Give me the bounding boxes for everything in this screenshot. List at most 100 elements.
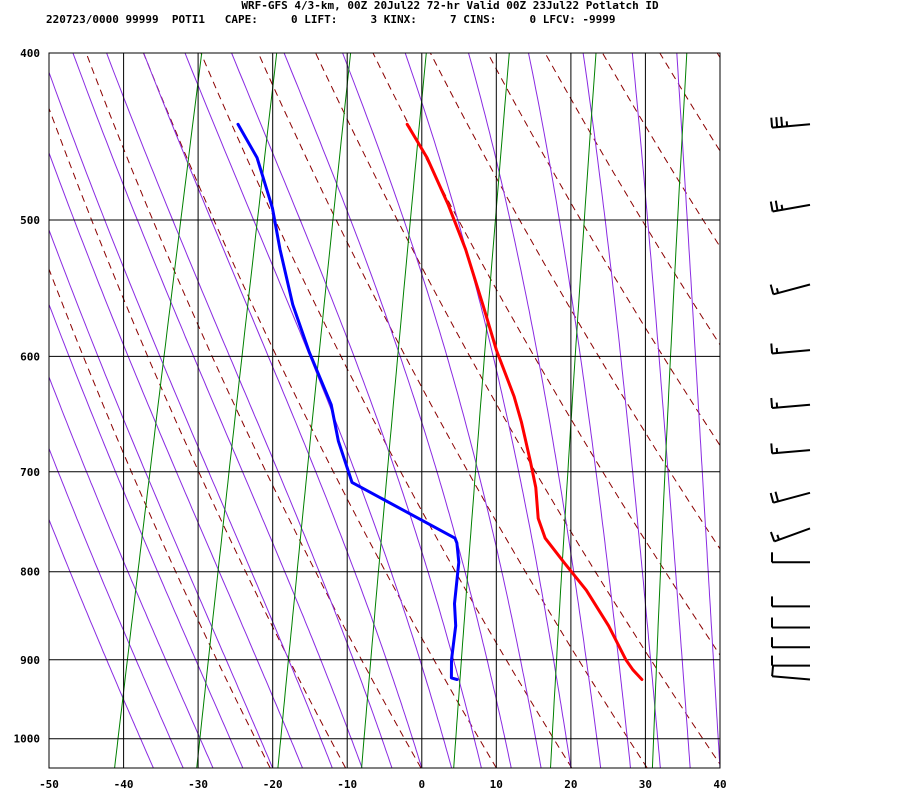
- moist-adiabat-line: [72, 53, 363, 768]
- temperature-tick-label: -40: [114, 778, 134, 791]
- wind-barb-shaft: [772, 349, 811, 355]
- wind-barb: [771, 666, 811, 681]
- mixing-ratio-line: [550, 53, 597, 768]
- wind-barb: [769, 200, 811, 213]
- temperature-tick-label: -10: [337, 778, 357, 791]
- pressure-axis: 400 500 600 700 800 900 1000: [14, 47, 41, 746]
- sounding-indices: 220723/0000 99999 POTI1 CAPE: 0 LIFT: 3 …: [46, 13, 616, 26]
- dry-adiabat-line: [716, 53, 720, 59]
- mixing-ratio-line: [851, 34, 863, 768]
- temperature-tick-label: 40: [713, 778, 726, 791]
- moist-adiabat-line: [467, 53, 602, 768]
- temperature-tick-label: -30: [188, 778, 208, 791]
- wind-barb: [769, 283, 811, 296]
- dry-adiabat-line: [601, 53, 720, 248]
- moist-adiabat-line: [49, 151, 303, 768]
- temperature-profile: [405, 122, 644, 681]
- moist-adiabat-line: [49, 447, 184, 768]
- dry-adiabat-line: [372, 53, 720, 656]
- wind-barb-flag: [769, 284, 775, 295]
- dry-adiabat-line: [85, 53, 422, 768]
- temperature-tick-label: 0: [418, 778, 425, 791]
- moist-adiabat-line: [631, 53, 691, 768]
- wind-barb-shaft: [772, 123, 811, 129]
- wind-barb-shaft: [772, 675, 811, 681]
- pressure-tick-label: 400: [20, 47, 40, 60]
- grid-lines: [48, 52, 721, 768]
- moist-adiabat-line: [404, 53, 572, 768]
- moist-adiabat-line: [676, 53, 720, 768]
- pressure-tick-label: 600: [20, 350, 40, 363]
- wind-barb-flag: [771, 666, 774, 677]
- wind-barb: [771, 596, 810, 608]
- sounding-profiles: [236, 122, 644, 681]
- moist-adiabat-line: [527, 53, 631, 768]
- dry-adiabat-line: [429, 53, 720, 550]
- wind-barb-flag: [769, 492, 775, 503]
- temperature-tick-label: 20: [564, 778, 577, 791]
- wind-barb-flag: [774, 200, 779, 211]
- mixing-ratio-line: [277, 53, 352, 768]
- pressure-tick-label: 900: [20, 654, 40, 667]
- moist-adiabat-line: [49, 228, 274, 768]
- wind-barb-half-flag: [775, 287, 780, 294]
- wind-barb: [771, 552, 810, 564]
- wind-barb-flag: [780, 116, 784, 127]
- wind-barb-column: [769, 116, 811, 681]
- wind-barb-flag: [769, 531, 776, 542]
- pressure-tick-label: 1000: [14, 733, 41, 746]
- dry-adiabat-line: [819, 34, 900, 768]
- moist-adiabat-line: [342, 53, 542, 768]
- temperature-tick-label: 10: [490, 778, 503, 791]
- wind-barb-flag: [770, 117, 774, 128]
- dry-adiabat-line: [257, 53, 648, 768]
- wind-barb: [769, 491, 811, 504]
- pressure-tick-label: 500: [20, 214, 40, 227]
- wind-barb-shaft: [773, 527, 811, 543]
- moist-adiabat-line: [143, 53, 423, 768]
- wind-barb-flag: [770, 397, 774, 409]
- plot-frame: [48, 52, 721, 769]
- temperature-tick-label: 30: [639, 778, 652, 791]
- pressure-tick-label: 800: [20, 566, 40, 579]
- wind-barb-half-flag: [780, 204, 784, 210]
- moist-adiabat-line: [49, 70, 333, 768]
- wind-barb: [770, 343, 811, 355]
- temperature-axis: -50 -40 -30 -20 -10 0 10 20 30 40: [39, 778, 727, 791]
- moist-adiabat-line: [106, 53, 393, 768]
- mixing-ratio-line: [114, 53, 203, 768]
- dry-adiabat-line: [315, 53, 720, 766]
- wind-barb-flag: [770, 443, 774, 454]
- wind-barb: [769, 527, 811, 543]
- mixing-ratio-line: [361, 53, 427, 768]
- wind-barb-shaft: [772, 403, 811, 409]
- wind-barb: [771, 655, 810, 667]
- moist-adiabat-line: [231, 53, 482, 768]
- wind-barb-flag: [775, 117, 779, 128]
- pressure-tick-label: 700: [20, 466, 40, 479]
- moist-adiabat-line: [49, 375, 214, 768]
- wind-barb: [770, 116, 811, 129]
- wind-barb-flag: [769, 201, 774, 212]
- wind-barb: [770, 443, 811, 455]
- moist-adiabat-line: [49, 303, 244, 768]
- dry-adiabat-line: [49, 107, 347, 768]
- mixing-ratio-line: [196, 53, 278, 768]
- wind-barb-shaft: [773, 283, 811, 296]
- wind-barb-flag: [770, 343, 774, 354]
- dry-adiabat-line: [659, 53, 720, 152]
- dry-adiabat-line: [876, 34, 900, 768]
- dewpoint-profile: [236, 122, 461, 681]
- temperature-tick-label: -20: [263, 778, 283, 791]
- mixing-ratio-line: [651, 53, 688, 768]
- wind-barb-shaft: [772, 203, 811, 213]
- chart-title: WRF-GFS 4/3-km, 00Z 20Jul22 72-hr Valid …: [241, 0, 659, 12]
- dry-adiabat-line: [763, 34, 900, 768]
- moist-adiabat-line: [283, 53, 512, 768]
- wind-barb: [771, 617, 810, 629]
- dry-adiabat-line: [487, 53, 720, 447]
- wind-barb-flag: [774, 491, 780, 502]
- mixing-ratio-line: [453, 53, 510, 768]
- temperature-tick-label: -50: [39, 778, 59, 791]
